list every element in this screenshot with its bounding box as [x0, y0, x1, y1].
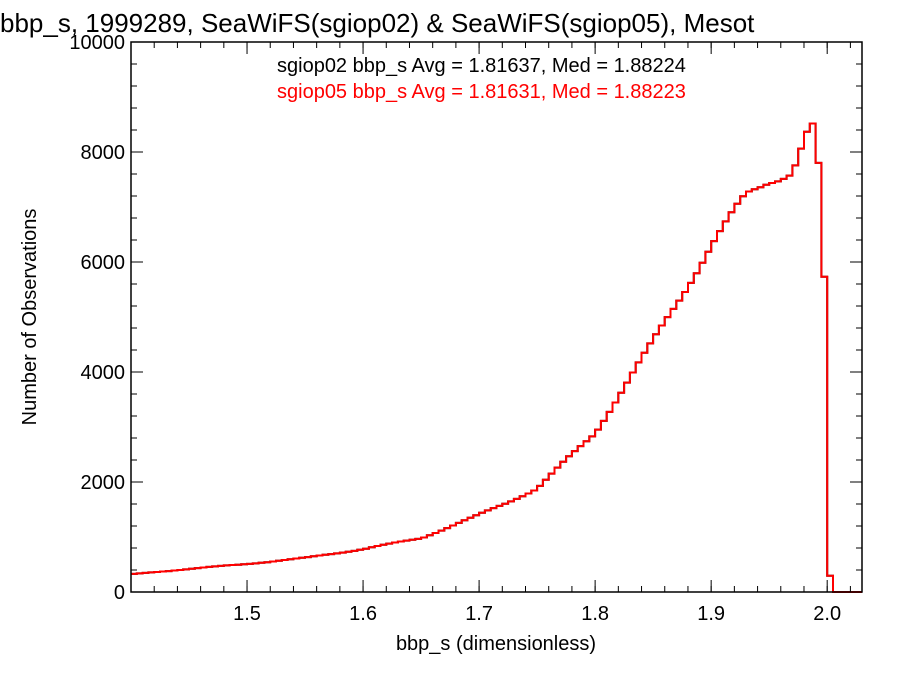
- x-tick-label: 1.6: [349, 603, 377, 625]
- y-tick-label: 6000: [81, 252, 126, 274]
- x-tick-label: 1.9: [697, 603, 725, 625]
- ticks-layer: 1.5 1.6 1.7 1.8 1.9 2.0 0 2000 4000 6000 8000 10000: [69, 32, 862, 625]
- x-axis-label: bbp_s (dimensionless): [396, 633, 596, 655]
- annotation-sgiop02: sgiop02 bbp_s Avg = 1.81637, Med = 1.882…: [277, 55, 686, 77]
- y-tick-label: 8000: [81, 142, 126, 164]
- chart-title: bbp_s, 1999289, SeaWiFS(sgiop02) & SeaWi…: [0, 8, 755, 38]
- x-tick-label: 1.5: [233, 603, 261, 625]
- plot-frame: [130, 41, 863, 593]
- series-layer: [131, 122, 862, 593]
- histogram-series-1: [131, 122, 862, 593]
- annotation-sgiop05: sgiop05 bbp_s Avg = 1.81631, Med = 1.882…: [277, 81, 686, 103]
- x-tick-label: 1.7: [465, 603, 493, 625]
- x-tick-label: 1.8: [581, 603, 609, 625]
- y-tick-label: 10000: [69, 32, 125, 54]
- x-tick-label: 2.0: [813, 603, 841, 625]
- y-tick-label: 0: [114, 582, 125, 604]
- y-tick-label: 4000: [81, 362, 126, 384]
- y-tick-label: 2000: [81, 472, 126, 494]
- y-axis-label: Number of Observations: [19, 209, 41, 426]
- histogram-series-0: [131, 122, 862, 593]
